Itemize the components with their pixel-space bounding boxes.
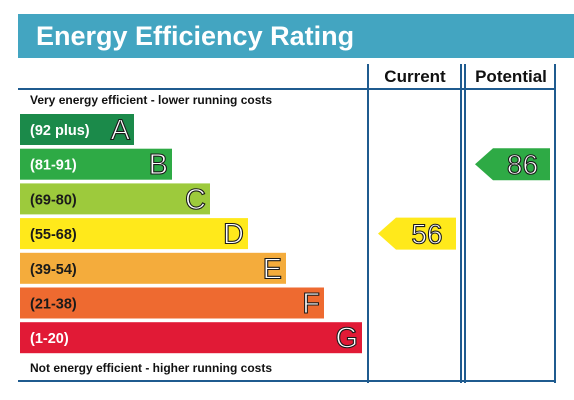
current-rating-arrow [378,217,456,250]
band-e-bar [20,252,286,284]
band-d-letter: D [223,219,244,251]
band-f-range: (21-38) [30,297,77,313]
bottom-note: Not energy efficient - higher running co… [30,361,272,375]
band-g-bar [20,322,362,354]
band-a-range: (92 plus) [30,123,90,139]
chart-title: Energy Efficiency Rating [36,21,355,51]
band-c-bar [20,183,210,215]
title-bar: Energy Efficiency Rating [18,14,574,58]
band-b-letter: B [149,149,168,181]
band-e-range: (39-54) [30,262,77,278]
band-a-letter: A [111,115,131,147]
band-c-range: (69-80) [30,192,77,208]
band-c-letter: C [185,184,206,216]
band-f-letter: F [302,288,320,320]
top-note: Very energy efficient - lower running co… [30,93,272,107]
band-d-range: (55-68) [30,227,77,243]
band-a-bar [20,114,134,145]
band-b-range: (81-91) [30,158,77,174]
potential-rating-arrow [475,148,550,181]
band-g-letter: G [335,323,358,355]
rating-chart: Current Potential Very energy efficient - … [18,64,556,383]
band-g-range: (1-20) [30,331,69,347]
potential-column-header: Potential [475,67,547,86]
current-column-header: Current [384,67,446,86]
potential-rating-value: 86 [507,149,538,180]
band-e-letter: E [263,253,282,285]
rating-chart-svg: Current Potential Very energy efficient - … [18,64,556,383]
current-rating-value: 56 [411,219,442,250]
band-b-bar [20,148,172,180]
band-f-bar [20,287,324,319]
band-d-bar [20,218,248,250]
